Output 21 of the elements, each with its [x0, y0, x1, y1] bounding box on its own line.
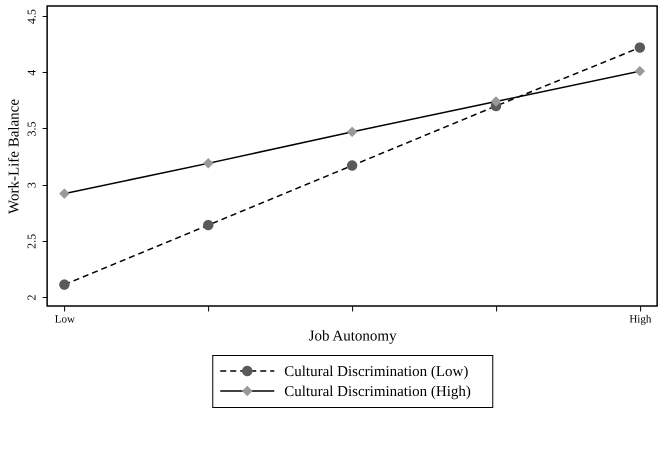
point [346, 160, 358, 171]
point [634, 42, 646, 53]
y-tick-label: 3.5 [24, 121, 39, 136]
y-tick-label: 3 [24, 182, 39, 188]
y-axis-title: Work-Life Balance [6, 98, 23, 214]
point [203, 220, 214, 230]
y-tick-label: 2.5 [24, 234, 39, 249]
legend-label: Cultural Discrimination (High) [284, 384, 471, 400]
point [59, 279, 70, 290]
point [490, 96, 502, 107]
point [346, 126, 358, 138]
y-tick-label: 4.5 [24, 9, 39, 24]
y-tick-label: 4 [24, 70, 39, 76]
point [203, 158, 214, 169]
x-tick-label: Low [54, 314, 76, 326]
x-tick-label: High [629, 314, 652, 326]
point [59, 188, 70, 199]
point [634, 66, 646, 76]
y-tick-label: 2 [24, 294, 39, 301]
legend-label: Cultural Discrimination (Low) [284, 364, 468, 380]
x-axis-title: Job Autonomy [308, 328, 398, 344]
